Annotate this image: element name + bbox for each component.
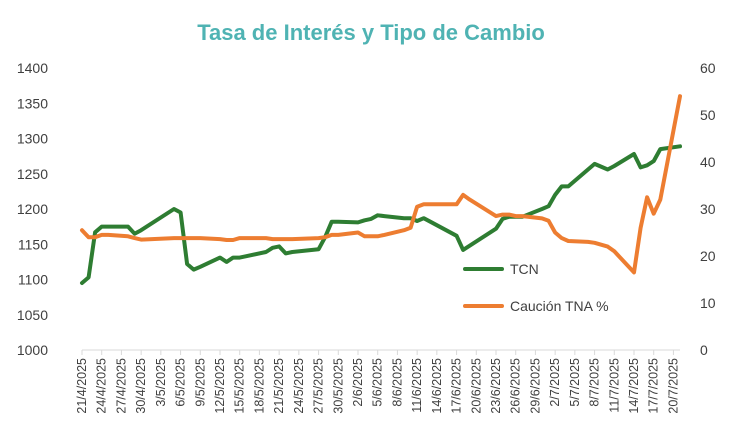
x-tick-label: 30/5/2025 [331, 358, 345, 414]
right-axis: 0 10 20 30 40 50 60 [700, 60, 716, 358]
x-tick-label: 20/6/2025 [469, 358, 483, 414]
y-tick-label-right: 60 [700, 60, 716, 76]
x-tick-label: 21/5/2025 [272, 358, 286, 414]
x-tick-label: 20/7/2025 [666, 358, 680, 414]
y-tick-label-left: 1150 [18, 236, 48, 252]
y-tick-label-right: 0 [700, 342, 708, 358]
x-tick-label: 8/7/2025 [588, 358, 602, 407]
x-tick-label: 17/7/2025 [647, 358, 661, 414]
y-tick-label-left: 1000 [17, 342, 48, 358]
x-tick-label: 12/5/2025 [213, 358, 227, 414]
y-tick-label-left: 1300 [17, 131, 48, 147]
x-tick-label: 2/6/2025 [351, 358, 365, 407]
y-tick-label-right: 30 [700, 201, 716, 217]
x-tick-label: 21/4/2025 [75, 358, 89, 414]
chart-title: Tasa de Interés y Tipo de Cambio [197, 20, 545, 45]
x-tick-label: 5/7/2025 [568, 358, 582, 407]
y-tick-label-right: 20 [700, 248, 716, 264]
y-tick-label-right: 40 [700, 154, 716, 170]
x-tick-label: 14/6/2025 [430, 358, 444, 414]
legend-label: TCN [510, 261, 539, 277]
left-axis: 1000 1050 1100 1150 1200 1250 1300 1350 1400 [17, 60, 48, 358]
x-tick-label: 29/6/2025 [528, 358, 542, 414]
y-tick-label-left: 1200 [17, 201, 48, 217]
x-tick-label: 23/6/2025 [489, 358, 503, 414]
x-tick-label: 5/6/2025 [371, 358, 385, 407]
x-tick-label: 18/5/2025 [252, 358, 266, 414]
legend: TCN Caución TNA % [463, 261, 609, 314]
legend-label: Caución TNA % [510, 298, 609, 314]
x-tick-label: 30/4/2025 [134, 358, 148, 414]
x-tick-label: 9/5/2025 [193, 358, 207, 407]
y-tick-label-left: 1250 [17, 166, 48, 182]
series-line [80, 144, 682, 285]
x-tick-label: 15/5/2025 [233, 358, 247, 414]
x-tick-label: 2/7/2025 [548, 358, 562, 407]
y-tick-label-left: 1400 [17, 60, 48, 76]
x-axis: 21/4/2025 24/4/2025 27/4/2025 30/4/2025 3/5/… [75, 349, 680, 414]
x-tick-label: 3/5/2025 [154, 358, 168, 407]
series-layer [80, 94, 682, 285]
x-tick-label: 27/4/2025 [114, 358, 128, 414]
x-tick-label: 8/6/2025 [390, 358, 404, 407]
x-tick-label: 24/4/2025 [95, 358, 109, 414]
y-tick-label-left: 1350 [17, 95, 48, 111]
x-tick-label: 26/6/2025 [509, 358, 523, 414]
x-tick-label: 11/7/2025 [607, 358, 621, 413]
series-line [80, 94, 682, 275]
x-tick-label: 11/6/2025 [410, 358, 424, 413]
x-tick-label: 14/7/2025 [627, 358, 641, 414]
y-tick-label-right: 50 [700, 107, 716, 123]
x-tick-label: 27/5/2025 [312, 358, 326, 414]
y-tick-label-left: 1100 [18, 272, 48, 288]
x-tick-label: 17/6/2025 [450, 358, 464, 414]
y-tick-label-right: 10 [700, 295, 716, 311]
x-tick-label: 6/5/2025 [174, 358, 188, 407]
y-tick-label-left: 1050 [17, 307, 48, 323]
x-tick-label: 24/5/2025 [292, 358, 306, 414]
